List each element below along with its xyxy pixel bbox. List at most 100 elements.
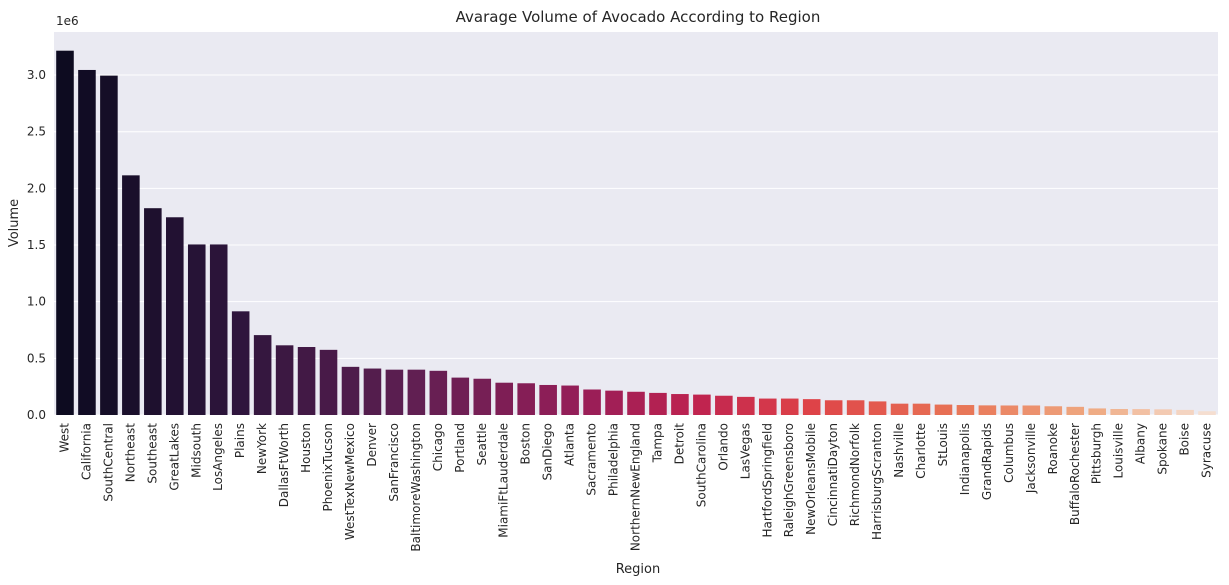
x-tick-label: Roanoke	[1046, 423, 1060, 474]
x-tick-label: HarrisburgScranton	[870, 423, 884, 540]
bar-Philadelphia	[605, 390, 623, 415]
x-tick-label: WestTexNewMexico	[343, 423, 357, 540]
bar-HarrisburgScranton	[868, 401, 887, 415]
bar-Boise	[1176, 409, 1194, 415]
bar-California	[78, 69, 96, 416]
bar-GreatLakes	[166, 217, 184, 415]
x-tick-label: Denver	[365, 423, 379, 467]
bar-DallasFtWorth	[275, 345, 294, 415]
x-tick-label: DallasFtWorth	[277, 423, 291, 507]
y-tick-label: 2.5	[27, 125, 46, 139]
bar-Spokane	[1154, 409, 1172, 415]
x-tick-label: SanFrancisco	[387, 423, 401, 502]
x-axis-ticks: West California SouthCentral Northeast South…	[57, 423, 1213, 552]
x-tick-label: Syracuse	[1200, 423, 1214, 478]
y-axis-offset-label: 1e6	[56, 14, 79, 28]
x-tick-label: California	[79, 423, 93, 480]
x-tick-label: GreatLakes	[167, 423, 181, 491]
bar-SouthCarolina	[693, 394, 711, 415]
bar-Plains	[231, 311, 250, 415]
bar-Boston	[517, 383, 535, 415]
x-tick-label: SanDiego	[541, 423, 555, 481]
x-tick-label: Plains	[233, 423, 247, 458]
bar-Syracuse	[1198, 411, 1216, 415]
x-tick-label: Jacksonville	[1024, 423, 1038, 494]
bar-BuffaloRochester	[1066, 406, 1085, 415]
bar-PhoenixTucson	[319, 349, 338, 415]
bar-SanDiego	[539, 384, 557, 415]
bar-Northeast	[122, 175, 140, 415]
y-tick-label: 2.0	[27, 181, 46, 195]
x-tick-label: Boston	[519, 423, 533, 464]
x-tick-label: RichmondNorfolk	[848, 423, 862, 526]
x-tick-label: NorthernNewEngland	[629, 423, 643, 551]
x-tick-label: BuffaloRochester	[1068, 423, 1082, 525]
x-axis-label: Region	[616, 562, 661, 577]
bar-Tampa	[649, 392, 667, 415]
bar-Sacramento	[583, 389, 601, 415]
x-tick-label: HartfordSpringfield	[760, 423, 774, 538]
x-tick-label: Philadelphia	[607, 423, 621, 496]
x-tick-label: Atlanta	[563, 423, 577, 466]
x-tick-label: Charlotte	[914, 423, 928, 479]
bar-NewOrleansMobile	[802, 399, 821, 415]
bar-WestTexNewMexico	[341, 366, 360, 415]
bar-Detroit	[671, 394, 689, 415]
y-axis-ticks: 0.0 0.5 1.0 1.5 2.0 2.5 3.0	[27, 68, 46, 422]
bar-NewYork	[253, 335, 272, 415]
x-tick-label: SouthCarolina	[694, 423, 708, 507]
bar-HartfordSpringfield	[758, 398, 777, 415]
x-tick-label: PhoenixTucson	[321, 423, 335, 512]
x-tick-label: Portland	[453, 423, 467, 473]
bar-West	[56, 50, 74, 415]
x-tick-label: BaltimoreWashington	[409, 423, 423, 552]
y-axis-label: Volume	[7, 199, 22, 247]
bar-Nashville	[890, 403, 909, 415]
x-tick-label: Nashville	[892, 423, 906, 478]
bar-Denver	[363, 368, 382, 415]
x-tick-label: Chicago	[431, 423, 445, 471]
x-tick-label: Tampa	[650, 423, 664, 463]
x-tick-label: Detroit	[672, 423, 686, 465]
x-tick-label: Boise	[1178, 423, 1192, 456]
x-tick-label: Houston	[299, 423, 313, 473]
bar-Pittsburgh	[1088, 408, 1106, 415]
x-tick-label: Sacramento	[585, 423, 599, 496]
plot-area	[54, 32, 1218, 415]
x-tick-label: GrandRapids	[980, 423, 994, 500]
bar-CincinnatiDayton	[824, 400, 843, 415]
x-tick-label: CincinnatiDayton	[826, 423, 840, 526]
bar-Albany	[1132, 409, 1150, 415]
x-tick-label: StLouis	[936, 423, 950, 466]
bar-Orlando	[715, 395, 733, 415]
bar-Seattle	[473, 378, 492, 415]
bar-Southeast	[144, 208, 162, 415]
bar-Columbus	[1000, 405, 1019, 415]
y-tick-label: 1.0	[27, 295, 46, 309]
y-tick-label: 3.0	[27, 68, 46, 82]
bar-Chicago	[429, 370, 448, 415]
x-tick-label: Albany	[1134, 423, 1148, 464]
x-tick-label: Northeast	[123, 423, 137, 483]
bar-LosAngeles	[209, 244, 228, 415]
bar-SouthCentral	[100, 75, 118, 415]
bars	[56, 50, 1216, 416]
x-tick-label: Midsouth	[189, 423, 203, 478]
x-tick-label: Indianapolis	[958, 423, 972, 495]
bar-Jacksonville	[1022, 405, 1041, 415]
x-tick-label: NewYork	[255, 423, 269, 474]
bar-Houston	[297, 347, 316, 415]
bar-MiamiFtLauderdale	[495, 382, 514, 415]
bar-RichmondNorfolk	[846, 400, 865, 415]
bar-Louisville	[1110, 408, 1128, 415]
chart-title: Avarage Volume of Avocado According to R…	[456, 8, 821, 26]
bar-Atlanta	[561, 385, 579, 415]
x-tick-label: SouthCentral	[101, 423, 115, 502]
bar-LasVegas	[737, 396, 755, 415]
bar-RaleighGreensboro	[780, 398, 799, 415]
bar-BaltimoreWashington	[407, 369, 426, 415]
bar-Roanoke	[1044, 406, 1063, 415]
bar-StLouis	[934, 404, 953, 415]
x-tick-label: LasVegas	[738, 423, 752, 479]
y-tick-label: 0.5	[27, 351, 46, 365]
